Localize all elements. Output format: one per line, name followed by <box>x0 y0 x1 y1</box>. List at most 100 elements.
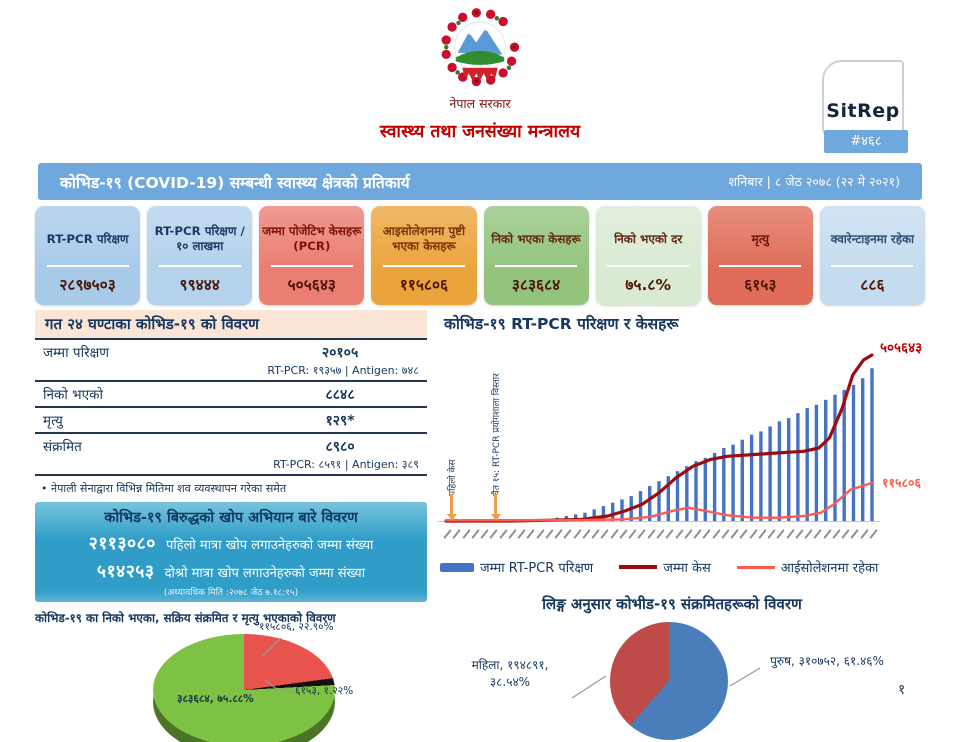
divider <box>270 265 353 267</box>
divider <box>46 265 129 267</box>
divider <box>158 265 241 267</box>
table-row: जम्मा परिक्षण २०१०५ RT-PCR: १९३५७ | Anti… <box>35 340 427 382</box>
x-tick <box>850 529 860 539</box>
row-value: १२९* <box>325 413 355 429</box>
recovered-slice-label: ३८३६८४, ७५.८८% <box>177 693 254 705</box>
stat-card-label: क्वारेन्टाइनमा रहेका <box>830 231 915 246</box>
stat-card-value: ६१५३ <box>744 276 777 294</box>
first-dose-label: पहिलो मात्रा खोप लगाउनेहरुको जम्मा संख्य… <box>165 538 374 553</box>
x-tick <box>832 529 841 539</box>
vaccination-updated-date: (अध्यावधिक मिति :२०७८ जेठ ७.१८:१५) <box>163 588 299 598</box>
x-tick <box>582 529 591 539</box>
stat-card-deaths: मृत्यु ६१५३ <box>707 206 813 305</box>
stat-card-value: ११५८०६ <box>399 276 449 294</box>
stat-card-label: RT-PCR परिक्षण <box>46 231 129 246</box>
pie-3d-top <box>153 634 335 742</box>
first-dose-value: २११३०८० <box>88 534 156 554</box>
table-row: निको भएको ८८४८ <box>35 382 427 408</box>
recovered-pie-title: कोभिड-१९ का निको भएका, सक्रिय संक्रमित र… <box>35 611 336 625</box>
table-row: संक्रमित ८९८० RT-PCR: ८५९१ | Antigen: ३८… <box>35 434 427 476</box>
x-tick <box>665 529 674 539</box>
legend-item: आईसोलेशनमा रहेका <box>736 558 878 576</box>
x-tick <box>628 529 637 539</box>
stat-card-value: ३८३६८४ <box>511 276 561 294</box>
x-tick <box>776 529 786 539</box>
report-date: शनिबार | ८ जेठ २०७८ (२२ मे २०२१) <box>728 174 900 189</box>
stat-card-value: ७५.८% <box>625 276 671 294</box>
row-value: ८८४८ <box>325 387 355 403</box>
annotation-text: चैत १५: RT-PCR प्रयोगशाला विस्तार <box>492 373 502 496</box>
row-label: मृत्यु <box>43 413 63 429</box>
x-tick <box>610 529 619 539</box>
second-dose-line: ५१४२५३ दोश्रो मात्रा खोप लगाउनेहरुको जम्… <box>43 559 419 583</box>
stat-card-label: निको भएको दर <box>614 231 683 246</box>
x-tick <box>674 529 684 539</box>
divider <box>719 265 802 267</box>
x-tick <box>841 529 850 539</box>
x-tick <box>637 529 647 539</box>
vaccination-box: कोभिड-१९ बिरुद्धको खोप अभियान बारे विवरण… <box>35 502 427 602</box>
left-column: गत २४ घण्टाका कोभिड-१९ को विवरण जम्मा पर… <box>35 310 427 742</box>
active-slice-label: ११५८०६, २२.९०% <box>259 621 334 633</box>
right-column: कोभिड-१९ RT-PCR परिक्षण र केसहरू पहिलो क… <box>432 312 942 742</box>
x-tick <box>591 529 600 539</box>
x-tick <box>656 529 665 539</box>
divider <box>382 265 465 267</box>
wreath <box>441 8 520 87</box>
stat-card-isolation: आइसोलेशनमा पुष्टी भएका केसहरू ११५८०६ <box>371 206 477 305</box>
row-label: जम्मा परिक्षण <box>43 345 110 361</box>
mountain <box>457 28 503 55</box>
line-marker-icon <box>619 565 658 569</box>
row-value: २०१०५ <box>321 345 359 361</box>
second-dose-label: दोश्रो मात्रा खोप लगाउनेहरुको जम्मा संख्… <box>164 566 366 581</box>
x-tick <box>572 529 582 539</box>
x-tick <box>452 529 461 539</box>
government-label: नेपाल सरकार <box>449 96 511 111</box>
stat-card-recovery-rate: निको भएको दर ७५.८% <box>595 206 701 305</box>
last24-table-title: गत २४ घण्टाका कोभिड-१९ को विवरण <box>35 310 427 340</box>
legend-label: जम्मा RT-PCR परिक्षण <box>480 561 594 576</box>
combo-chart: पहिलो केस चैत १५: RT-PCR प्रयोगशाला विस्… <box>432 336 942 588</box>
legend-item: जम्मा RT-PCR परिक्षण <box>440 558 593 576</box>
divider <box>495 265 578 267</box>
x-tick <box>498 529 508 539</box>
x-tick <box>795 529 804 539</box>
x-tick <box>443 529 452 539</box>
x-tick <box>767 529 776 539</box>
combo-chart-title: कोभिड-१९ RT-PCR परिक्षण र केसहरू <box>444 315 679 333</box>
annotation-text: पहिलो केस <box>448 459 458 496</box>
ministry-title: स्वास्थ्य तथा जनसंख्या मन्त्रालय <box>379 122 581 142</box>
x-tick <box>739 529 749 539</box>
banner <box>462 67 498 81</box>
x-tick <box>748 529 758 539</box>
x-tick <box>785 529 795 539</box>
combo-chart-legend: जम्मा RT-PCR परिक्षण जम्मा केस आईसोलेशनम… <box>440 558 878 576</box>
x-tick <box>860 529 869 539</box>
report-title: कोभिड-१९ (COVID-19) सम्बन्धी स्वास्थ्य क… <box>60 173 410 192</box>
divider <box>607 265 690 267</box>
x-tick <box>813 529 823 539</box>
x-tick <box>535 529 545 539</box>
x-tick <box>545 529 554 539</box>
x-tick <box>693 529 702 539</box>
down-arrow-icon <box>494 494 497 514</box>
x-tick <box>684 529 693 539</box>
stat-card-value: ५०५६४३ <box>287 276 336 294</box>
first-dose-line: २११३०८० पहिलो मात्रा खोप लगाउनेहरुको जम्… <box>43 531 419 555</box>
stat-card-label: मृत्यु <box>751 231 769 246</box>
stat-card-label: RT-PCR परिक्षण /१० लाखमा <box>154 224 245 253</box>
second-dose-value: ५१४२५३ <box>96 562 155 582</box>
army-footnote: नेपाली सेनाद्वारा विभिन्न मितिमा शव व्यव… <box>41 481 427 496</box>
x-tick <box>517 529 526 539</box>
down-arrow-icon <box>446 514 457 521</box>
x-tick <box>480 529 489 539</box>
down-arrow-icon <box>450 494 453 514</box>
stat-card-total-positive: जम्मा पोजेटिभ केसहरू (PCR) ५०५६४३ <box>259 206 365 305</box>
x-tick <box>758 529 767 539</box>
recovered-pie-chart: ११५८०६, २२.९०% ६१५३, १.२२% ३८३६८४, ७५.८८… <box>35 621 427 742</box>
stat-card-value: २८९७५०३ <box>59 276 116 294</box>
x-tick <box>526 529 536 539</box>
x-tick <box>730 529 739 539</box>
legend-item: जम्मा केस <box>619 558 711 576</box>
